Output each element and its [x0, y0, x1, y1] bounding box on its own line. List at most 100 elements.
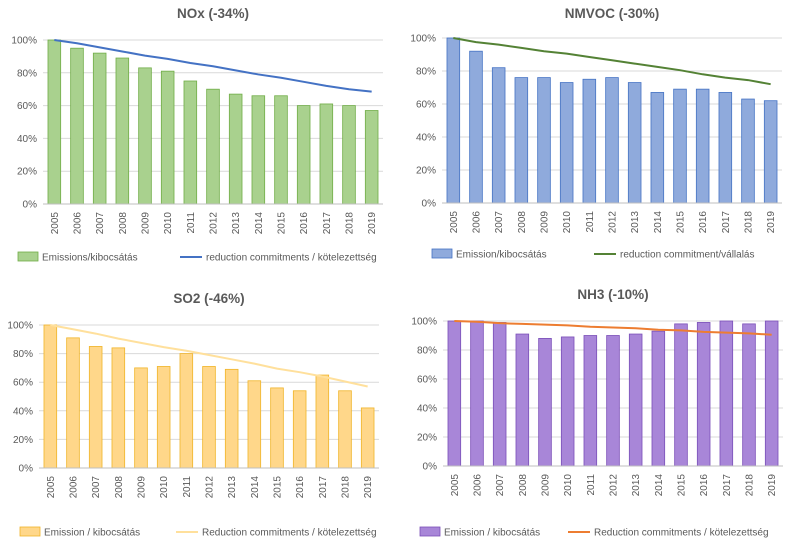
- x-tick-label: 2013: [631, 474, 642, 497]
- y-tick-label: 0%: [423, 462, 438, 473]
- bar-2013: [224, 368, 239, 469]
- bar-2018: [342, 105, 356, 205]
- bar-2012: [202, 366, 216, 469]
- bar-2017: [319, 103, 334, 205]
- reduction-line: [54, 39, 372, 93]
- y-tick-label: 0%: [422, 199, 437, 210]
- reduction-line: [453, 37, 771, 86]
- x-tick-label: 2009: [137, 476, 148, 499]
- chart-title: NH3 (-10%): [577, 287, 648, 302]
- x-tick-label: 2014: [654, 474, 665, 497]
- x-tick-label: 2009: [540, 211, 551, 234]
- x-tick-label: 2008: [517, 211, 528, 234]
- legend-bar-swatch: [19, 526, 41, 537]
- bar-2010: [160, 70, 175, 205]
- bar-2014: [247, 380, 262, 469]
- x-tick-label: 2011: [585, 211, 596, 233]
- legend-line-label: Reduction commitments / kötelezettség: [594, 528, 769, 539]
- chart-panel-nh3: NH3 (-10%) 0% 20% 40% 60% 80% 100% 2005 2006 2007…: [398, 282, 796, 553]
- bar-2013: [228, 93, 243, 205]
- x-tick-label: 2005: [46, 476, 57, 499]
- bar-2014: [650, 92, 665, 204]
- x-tick-label: 2013: [231, 212, 242, 235]
- chart-panel-so2: SO2 (-46%) 0% 20% 40% 60% 80% 100% 2005 2006 2007…: [0, 282, 398, 553]
- chart-nh3: NH3 (-10%) 0% 20% 40% 60% 80% 100% 2005 2006 2007…: [411, 287, 783, 539]
- x-tick-label: 2006: [69, 476, 80, 499]
- bar-2005: [47, 39, 62, 205]
- x-tick-label: 2007: [495, 474, 506, 497]
- x-tick-label: 2007: [91, 476, 102, 499]
- x-tick-label: 2010: [562, 211, 573, 234]
- bar-2012: [606, 335, 620, 467]
- chart-title: SO2 (-46%): [173, 291, 244, 306]
- y-tick-label: 60%: [17, 101, 37, 112]
- x-tick-label: 2016: [698, 211, 709, 234]
- x-tick-label: 2018: [744, 211, 755, 234]
- x-tick-label: 2019: [367, 212, 378, 235]
- bar-2009: [538, 337, 552, 467]
- x-tick-label: 2017: [322, 212, 333, 235]
- x-tick-label: 2012: [209, 212, 220, 235]
- bar-2015: [270, 387, 284, 469]
- x-tick-label: 2005: [449, 211, 460, 234]
- y-tick-label: 0%: [19, 464, 34, 475]
- bar-2016: [292, 390, 307, 469]
- x-tick-label: 2015: [677, 474, 688, 497]
- y-tick-label: 60%: [13, 378, 33, 389]
- x-tick-label: 2007: [95, 212, 106, 235]
- plot-group: NOx (-34%) 0% 20% 40% 60% 80% 100% 2005 2006 2007…: [11, 6, 383, 264]
- bar-2013: [627, 82, 642, 204]
- bar-2007: [88, 346, 103, 469]
- x-tick-label: 2010: [159, 476, 170, 499]
- legend-bar-swatch: [431, 248, 453, 259]
- x-tick-label: 2006: [73, 212, 84, 235]
- bar-2011: [583, 335, 598, 467]
- x-tick-label: 2019: [767, 474, 778, 497]
- y-tick-label: 100%: [7, 321, 33, 332]
- y-tick-label: 80%: [17, 68, 37, 79]
- x-tick-label: 2016: [699, 474, 710, 497]
- bar-2011: [183, 80, 198, 205]
- bar-2019: [764, 320, 779, 467]
- chart-nox: NOx (-34%) 0% 20% 40% 60% 80% 100% 2005 2006 2007…: [11, 6, 383, 264]
- bar-2014: [251, 95, 266, 205]
- x-tick-label: 2011: [186, 212, 197, 234]
- bar-2008: [115, 57, 130, 205]
- y-tick-label: 100%: [411, 317, 437, 328]
- x-tick-label: 2013: [630, 211, 641, 234]
- bar-2016: [696, 322, 711, 467]
- x-tick-label: 2008: [118, 212, 129, 235]
- bar-2006: [70, 47, 84, 205]
- bar-2016: [695, 88, 710, 204]
- x-tick-label: 2015: [676, 211, 687, 234]
- bar-2019: [360, 407, 375, 469]
- x-tick-label: 2011: [182, 476, 193, 498]
- x-tick-label: 2014: [653, 211, 664, 234]
- x-tick-label: 2010: [563, 474, 574, 497]
- y-tick-label: 20%: [17, 167, 37, 178]
- chart-title: NOx (-34%): [177, 6, 249, 21]
- x-tick-label: 2016: [295, 476, 306, 499]
- chart-panel-nmvoc: NMVOC (-30%) 0% 20% 40% 60% 80% 100% 2005 2006 20…: [398, 0, 796, 287]
- bar-2012: [605, 77, 619, 204]
- y-tick-label: 20%: [417, 433, 437, 444]
- x-tick-label: 2015: [277, 212, 288, 235]
- x-tick-label: 2009: [141, 212, 152, 235]
- chart-so2: SO2 (-46%) 0% 20% 40% 60% 80% 100% 2005 2006 2007…: [7, 291, 379, 539]
- bar-2005: [446, 37, 461, 204]
- x-tick-label: 2006: [473, 474, 484, 497]
- x-tick-label: 2011: [586, 474, 597, 496]
- bar-2008: [514, 77, 529, 204]
- x-tick-label: 2007: [494, 211, 505, 234]
- legend-bar-label: Emission/kibocsátás: [456, 250, 547, 261]
- bar-2015: [674, 323, 688, 467]
- plot-group: NH3 (-10%) 0% 20% 40% 60% 80% 100% 2005 2006 2007…: [411, 287, 783, 539]
- x-tick-label: 2018: [341, 476, 352, 499]
- y-tick-label: 20%: [13, 435, 33, 446]
- x-tick-label: 2009: [541, 474, 552, 497]
- bar-2009: [537, 77, 551, 204]
- x-tick-label: 2005: [450, 474, 461, 497]
- bar-2011: [179, 353, 194, 469]
- bar-2012: [206, 88, 220, 205]
- x-tick-label: 2018: [745, 474, 756, 497]
